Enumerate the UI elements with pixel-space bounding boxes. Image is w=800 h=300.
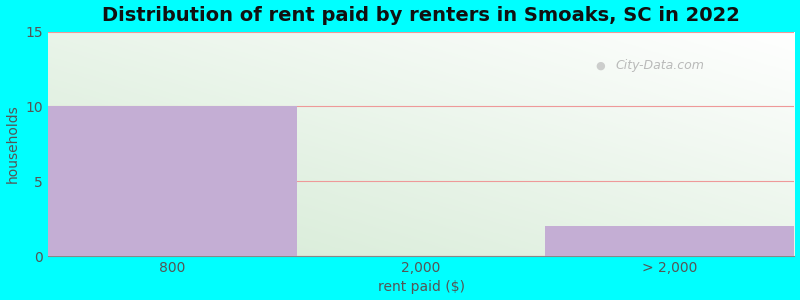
X-axis label: rent paid ($): rent paid ($) [378, 280, 465, 294]
Title: Distribution of rent paid by renters in Smoaks, SC in 2022: Distribution of rent paid by renters in … [102, 6, 740, 25]
Y-axis label: households: households [6, 104, 19, 183]
Bar [47, 106, 297, 256]
Bar [546, 226, 794, 256]
Text: City-Data.com: City-Data.com [615, 59, 705, 72]
Text: ●: ● [595, 60, 605, 70]
